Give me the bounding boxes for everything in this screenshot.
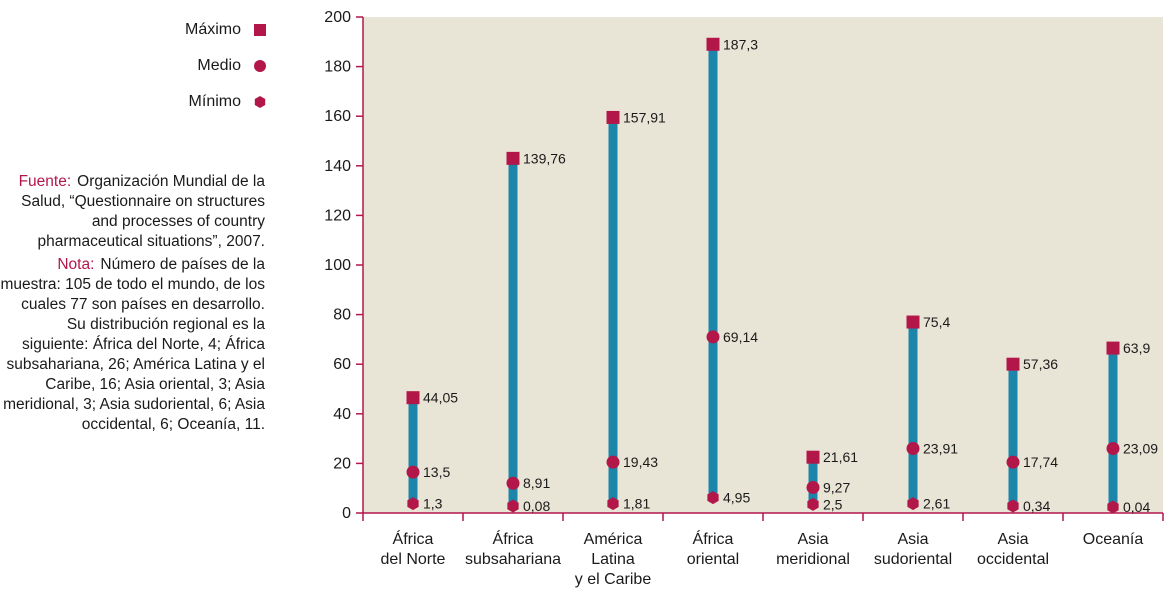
data-label: 17,74 (1023, 454, 1058, 470)
y-tick-label: 200 (324, 9, 351, 26)
source-note: Fuente: Organización Mundial de la Salud,… (0, 172, 265, 252)
data-label: 9,27 (823, 479, 850, 495)
y-tick-label: 60 (333, 356, 351, 373)
legend-label-minimo: Mínimo (188, 93, 241, 110)
category-label: oriental (687, 551, 739, 568)
category-label: occidental (977, 551, 1049, 568)
category-label: África (393, 529, 434, 548)
legend-label-medio: Medio (197, 57, 241, 74)
legend-label-maximo: Máximo (184, 21, 241, 38)
category-label: África (493, 529, 534, 548)
hexagon-marker-icon (254, 96, 266, 108)
max-marker (806, 450, 820, 464)
y-tick-label: 80 (333, 307, 351, 324)
y-tick-label: 180 (324, 59, 351, 76)
data-label: 75,4 (923, 314, 950, 330)
max-marker (1106, 341, 1120, 355)
data-label: 157,91 (623, 109, 666, 125)
square-marker-icon (254, 24, 266, 36)
min-marker (1107, 500, 1119, 514)
category-label: del Norte (381, 551, 446, 568)
mean-marker (706, 330, 720, 344)
plot-area (363, 17, 1163, 513)
data-label: 2,61 (923, 496, 950, 512)
sample-note: Nota: Número de países de la muestra: 105… (0, 255, 265, 435)
max-marker (906, 315, 920, 329)
category-label: África (693, 529, 734, 548)
data-label: 23,09 (1123, 441, 1158, 457)
data-label: 63,9 (1123, 340, 1150, 356)
category-label: meridional (776, 551, 850, 568)
source-text: Organización Mundial de la Salud, “Quest… (21, 173, 265, 250)
min-marker (607, 497, 619, 511)
category-label: Asia (797, 531, 828, 548)
max-marker (406, 391, 420, 405)
mean-marker (1106, 442, 1120, 456)
max-marker (1006, 357, 1020, 371)
data-label: 0,04 (1123, 499, 1150, 515)
category-label: Asia (897, 531, 928, 548)
note-text: Número de países de la muestra: 105 de t… (0, 256, 265, 433)
data-label: 19,43 (623, 454, 658, 470)
y-tick-label: 100 (324, 257, 351, 274)
min-marker (707, 491, 719, 505)
data-label: 44,05 (423, 390, 458, 406)
data-label: 23,91 (923, 441, 958, 457)
data-label: 21,61 (823, 449, 858, 465)
data-label: 0,34 (1023, 498, 1050, 514)
legend-item-maximo: Máximo (185, 12, 267, 48)
data-label: 2,5 (823, 496, 843, 512)
mean-marker (506, 476, 520, 490)
data-label: 13,5 (423, 464, 450, 480)
min-marker (1007, 499, 1019, 513)
circle-marker-icon (254, 60, 266, 72)
data-label: 69,14 (723, 329, 758, 345)
data-label: 187,3 (723, 36, 758, 52)
y-tick-label: 120 (324, 207, 351, 224)
y-tick-label: 20 (333, 455, 351, 472)
category-label: América (584, 531, 643, 548)
data-label: 57,36 (1023, 356, 1058, 372)
max-marker (706, 37, 720, 51)
legend-item-minimo: Mínimo (185, 84, 267, 120)
category-label: Latina (591, 551, 635, 568)
y-tick-label: 160 (324, 108, 351, 125)
data-label: 1,81 (623, 496, 650, 512)
min-marker (507, 499, 519, 513)
mean-marker (806, 480, 820, 494)
data-label: 0,08 (523, 498, 550, 514)
min-marker (907, 497, 919, 511)
mean-marker (406, 465, 420, 479)
category-label: y el Caribe (575, 571, 652, 588)
source-key: Fuente: (18, 173, 72, 190)
data-label: 8,91 (523, 475, 550, 491)
y-tick-label: 140 (324, 158, 351, 175)
category-label: Asia (997, 531, 1028, 548)
data-label: 139,76 (523, 150, 566, 166)
data-label: 1,3 (423, 496, 443, 512)
y-tick-label: 40 (333, 406, 351, 423)
max-marker (506, 151, 520, 165)
legend: Máximo Medio Mínimo (185, 12, 267, 120)
y-tick-label: 0 (342, 505, 351, 522)
category-label: subsahariana (465, 551, 561, 568)
mean-marker (906, 442, 920, 456)
min-marker (407, 497, 419, 511)
data-label: 4,95 (723, 490, 750, 506)
note-key: Nota: (57, 256, 95, 273)
category-label: Oceanía (1083, 531, 1144, 548)
notes: Fuente: Organización Mundial de la Salud,… (0, 172, 265, 438)
category-label: sudoriental (874, 551, 952, 568)
legend-item-medio: Medio (185, 48, 267, 84)
min-marker (807, 497, 819, 511)
mean-marker (1006, 455, 1020, 469)
max-marker (606, 110, 620, 124)
mean-marker (606, 455, 620, 469)
